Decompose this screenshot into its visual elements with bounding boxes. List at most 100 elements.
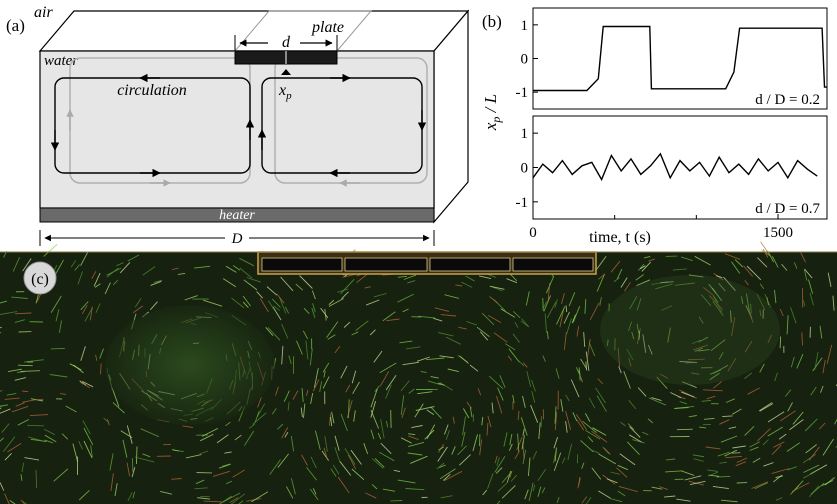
streak [731,261,741,274]
streak [554,406,557,424]
streak [334,345,341,354]
x-axis-ticks: 0 1500 [529,214,793,241]
streak [719,419,730,425]
streak [767,411,785,423]
water-body [39,50,435,209]
streak [561,457,566,464]
streak [35,398,44,401]
plate-width-label: d [282,34,291,51]
streak [444,470,463,481]
streak [410,455,428,464]
streak [385,374,397,391]
streak [609,498,623,503]
streak [487,315,502,323]
streak [496,395,503,414]
streak [638,330,641,340]
streak [43,243,58,257]
streak [91,270,97,279]
streak [514,321,519,328]
streak [0,482,5,491]
streak [14,312,32,315]
streak [773,441,785,448]
streak [194,487,208,490]
streak [246,497,261,502]
right-vortex [600,275,780,385]
streak [284,306,290,314]
streak [607,339,609,346]
streak [224,451,232,454]
streak [353,410,356,422]
streak [582,420,597,433]
streak [603,447,611,455]
panel-b-label: (b) [482,12,502,31]
left-vortex [105,305,275,425]
streak [577,478,581,489]
streak [585,430,601,440]
streak [266,286,278,296]
streak [554,411,558,431]
streak [524,489,529,500]
streak [771,255,779,268]
streak [411,425,423,429]
streak [347,454,357,470]
streak [516,436,523,451]
streak [698,316,704,324]
streak [637,263,645,271]
streak [259,298,269,313]
streak [126,462,131,477]
streak [660,281,674,284]
streak [461,431,466,447]
streak [532,484,536,492]
streak [489,296,498,303]
streak [639,265,646,270]
streak [801,332,803,346]
streak [477,388,482,396]
streak [243,279,258,291]
streak [709,369,722,375]
streak [834,418,837,425]
streak [531,390,536,403]
streak [501,471,513,483]
streak [401,407,406,419]
streak [563,311,570,324]
streak [792,411,804,425]
streak [229,497,239,503]
streak [281,323,289,339]
streak [500,308,516,318]
streak [65,405,77,413]
streak [4,452,12,461]
streak [20,370,40,372]
streak [439,468,456,480]
x-tick-label: 1500 [763,225,793,241]
streak [84,307,93,322]
top-plot-frame [532,7,828,110]
streak [651,397,662,402]
streak [4,493,10,504]
streak [784,389,792,397]
y-axis-label: xp / L [481,94,503,131]
streak [80,301,89,311]
streak [386,318,400,322]
streak [779,410,796,422]
streak [153,280,163,283]
streak [586,338,591,359]
streak [642,334,647,353]
streak [24,359,44,363]
streak [427,380,442,386]
streak [393,469,401,473]
streak [82,380,94,388]
bottom-plot-annotation: d / D = 0.7 [755,201,820,217]
streak [790,306,797,324]
streak [437,446,448,462]
streak [791,482,810,492]
streak [698,349,710,352]
streak [724,253,741,260]
streak [109,453,114,471]
streak [370,429,375,440]
streak [712,485,729,490]
streak [665,470,683,473]
streak [658,486,668,491]
streak [116,262,124,267]
streak [717,451,730,457]
streak [575,366,583,383]
